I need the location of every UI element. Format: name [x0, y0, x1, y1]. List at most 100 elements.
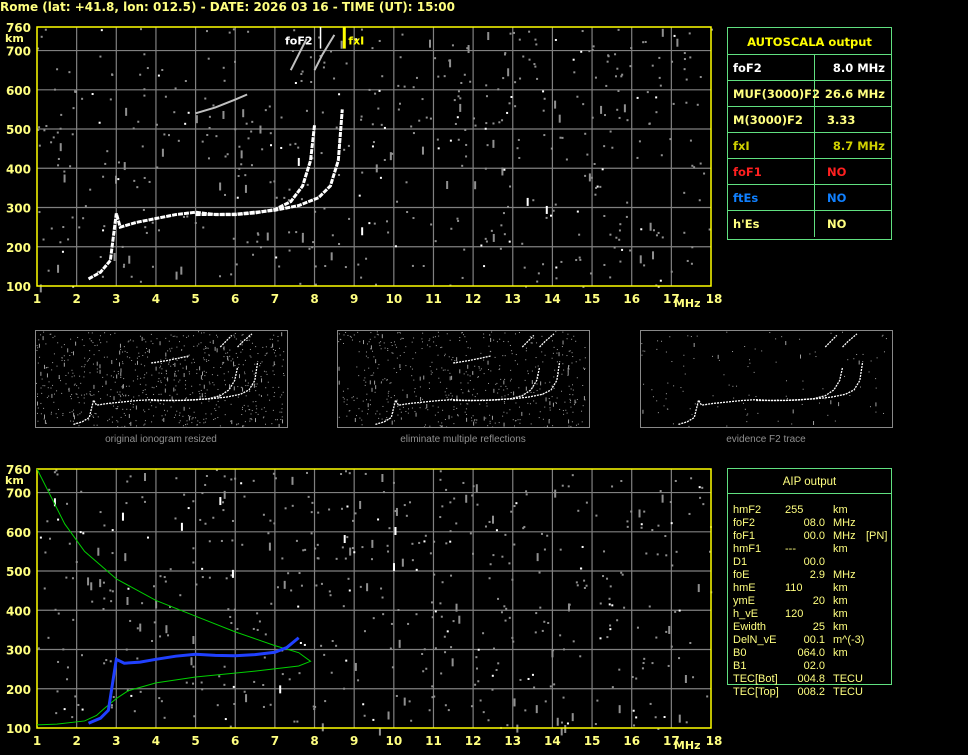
noise-dot: [77, 396, 79, 398]
noise-dot: [618, 705, 621, 714]
noise-dot: [206, 134, 209, 137]
noise-dot: [308, 247, 311, 250]
noise-dot: [78, 226, 81, 229]
noise-dot: [655, 111, 658, 114]
noise-dot: [535, 366, 537, 368]
noise-dot: [185, 365, 187, 370]
aip-param-unit: km: [833, 582, 848, 594]
noise-dot: [297, 605, 300, 608]
noise-dot: [169, 394, 171, 396]
noise-dot: [318, 36, 321, 39]
noise-dot: [141, 496, 144, 499]
noise-dot: [137, 375, 139, 377]
noise-dot: [129, 423, 131, 425]
noise-dot: [234, 333, 236, 335]
noise-dot: [753, 371, 755, 373]
noise-dot: [415, 568, 418, 571]
noise-dot: [195, 583, 198, 586]
noise-dot: [402, 337, 404, 339]
noise-dot: [157, 380, 159, 382]
noise-dot: [400, 418, 402, 420]
noise-dot: [469, 347, 471, 349]
noise-dot: [224, 384, 226, 386]
noise-dot: [186, 423, 188, 425]
noise-dot: [423, 426, 425, 427]
noise-dot: [539, 606, 542, 609]
noise-dot: [314, 705, 317, 708]
noise-dot: [288, 249, 291, 252]
noise-dot: [489, 420, 491, 422]
noise-dot: [81, 97, 84, 100]
noise-dot: [387, 711, 390, 720]
noise-dot: [311, 501, 314, 504]
y-tick-label: 300: [6, 202, 31, 216]
noise-dot: [506, 111, 509, 114]
noise-dot: [265, 387, 267, 389]
noise-dot: [174, 389, 176, 391]
noise-dot: [449, 372, 451, 374]
noise-dot: [563, 369, 565, 371]
noise-dot: [470, 417, 472, 419]
noise-dot: [493, 388, 495, 393]
noise-dot: [465, 355, 467, 357]
noise-dot: [396, 200, 399, 203]
noise-dot: [453, 99, 456, 102]
noise-dot: [160, 363, 162, 365]
noise-dot: [128, 395, 130, 397]
noise-dot: [83, 402, 85, 404]
noise-dot: [249, 420, 251, 422]
noise-dot: [422, 265, 425, 268]
noise-dot: [491, 674, 494, 677]
noise-dot: [533, 63, 536, 66]
noise-dot: [283, 196, 286, 199]
noise-dot: [594, 76, 597, 79]
noise-dot: [239, 374, 241, 379]
noise-dot: [288, 188, 291, 191]
noise-dot: [542, 361, 544, 363]
noise-dot: [248, 339, 250, 341]
noise-dot: [377, 518, 380, 521]
noise-dot: [514, 81, 517, 84]
noise-dot: [201, 393, 203, 398]
noise-dot: [603, 145, 606, 148]
noise-dot: [466, 417, 468, 422]
noise-dot: [517, 363, 519, 365]
noise-dot: [473, 421, 475, 426]
noise-dot: [413, 379, 415, 381]
noise-dot: [57, 157, 60, 160]
noise-dot: [421, 348, 423, 350]
noise-dot: [315, 584, 318, 587]
noise-dot: [775, 338, 777, 340]
noise-dot: [139, 623, 142, 632]
noise-dot: [255, 346, 257, 348]
noise-dot: [482, 711, 485, 714]
noise-dot: [288, 678, 291, 681]
divider: [728, 493, 891, 494]
noise-dot: [185, 681, 188, 684]
noise-dot: [531, 370, 533, 372]
noise-dot: [606, 577, 609, 580]
noise-dot: [249, 409, 251, 411]
noise-dot: [187, 507, 190, 510]
noise-dot: [659, 490, 662, 493]
noise-dot: [359, 341, 361, 343]
noise-dot: [467, 390, 469, 392]
noise-dot: [449, 139, 452, 142]
noise-dot: [548, 397, 550, 399]
noise-dot: [623, 104, 626, 113]
noise-dot: [407, 408, 409, 410]
noise-dot: [509, 32, 512, 35]
noise-dot: [423, 648, 426, 651]
noise-dot: [153, 415, 155, 417]
noise-dot: [102, 608, 105, 611]
noise-dot: [589, 272, 592, 275]
x-tick-label: 15: [584, 734, 601, 748]
noise-dot: [139, 280, 142, 283]
noise-dot: [261, 148, 264, 151]
noise-dot: [71, 393, 73, 395]
noise-dot: [775, 361, 777, 363]
noise-dot: [383, 342, 385, 344]
noise-dot: [723, 374, 725, 376]
noise-dot: [93, 424, 95, 426]
noise-dot: [72, 107, 75, 110]
